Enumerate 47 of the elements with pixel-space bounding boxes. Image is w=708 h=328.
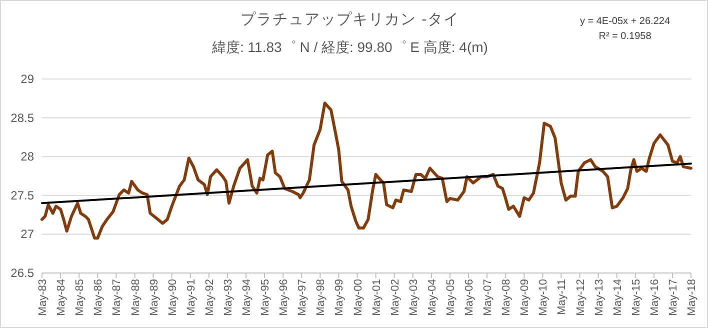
x-tick-label: May-99 [334,279,346,316]
x-tick-label: May-88 [130,279,142,316]
y-tick-label: 27.5 [10,188,34,202]
x-tick-label: May-04 [426,279,438,316]
y-tick-label: 28 [20,150,34,164]
x-tick-label: May-92 [204,279,216,316]
x-tick-label: May-12 [574,279,587,316]
x-tick-label: May-00 [352,279,364,316]
x-tick-label: May-07 [482,279,494,316]
x-tick-label: May-09 [519,279,532,316]
x-tick-label: May-84 [56,279,68,316]
x-tick-label: May-18 [686,279,698,316]
x-tick-label: May-96 [278,279,290,316]
x-tick-label: May-98 [315,279,328,316]
x-tick-label: May-14 [612,279,624,316]
x-tick-label: May-89 [148,279,160,316]
x-tick-label: May-97 [296,279,309,316]
x-tick-label: May-05 [444,279,457,316]
x-tick-label: May-06 [463,279,476,316]
x-tick-label: May-02 [389,279,402,316]
x-tick-label: May-16 [648,279,661,316]
x-tick-label: May-83 [37,279,49,316]
y-tick-label: 26.5 [10,266,34,280]
y-tick-label: 28.5 [10,110,34,125]
x-tick-label: May-90 [166,279,179,316]
text: R² = 0.1958 [598,31,652,42]
x-tick-label: May-08 [500,279,513,316]
x-tick-label: May-01 [370,279,383,316]
x-tick-label: May-17 [667,279,680,316]
x-tick-label: May-13 [593,279,606,316]
x-tick-label: May-91 [185,279,198,316]
x-tick-label: May-95 [260,279,272,316]
x-tick-label: May-85 [74,279,86,316]
x-tick-label: May-87 [111,279,124,316]
text: y = 4E-05x + 26.224 [580,16,670,27]
y-tick-label: 27 [20,227,34,242]
x-tick-label: May-03 [408,279,420,316]
x-tick-label: May-86 [92,279,105,316]
x-tick-label: May-15 [630,279,642,316]
x-tick-label: May-10 [538,279,550,316]
chart-title: プラチュアップキリカン -タイ [240,11,460,28]
x-tick-label: May-94 [240,279,253,316]
x-tick-label: May-11 [556,279,568,315]
chart-subtitle: 緯度: 11.83゜ N / 経度: 99.80゜ E 高度: 4(m) [211,39,488,55]
line-series [40,102,692,240]
x-tick-label: May-93 [222,279,234,316]
y-tick-label: 29 [20,72,34,86]
